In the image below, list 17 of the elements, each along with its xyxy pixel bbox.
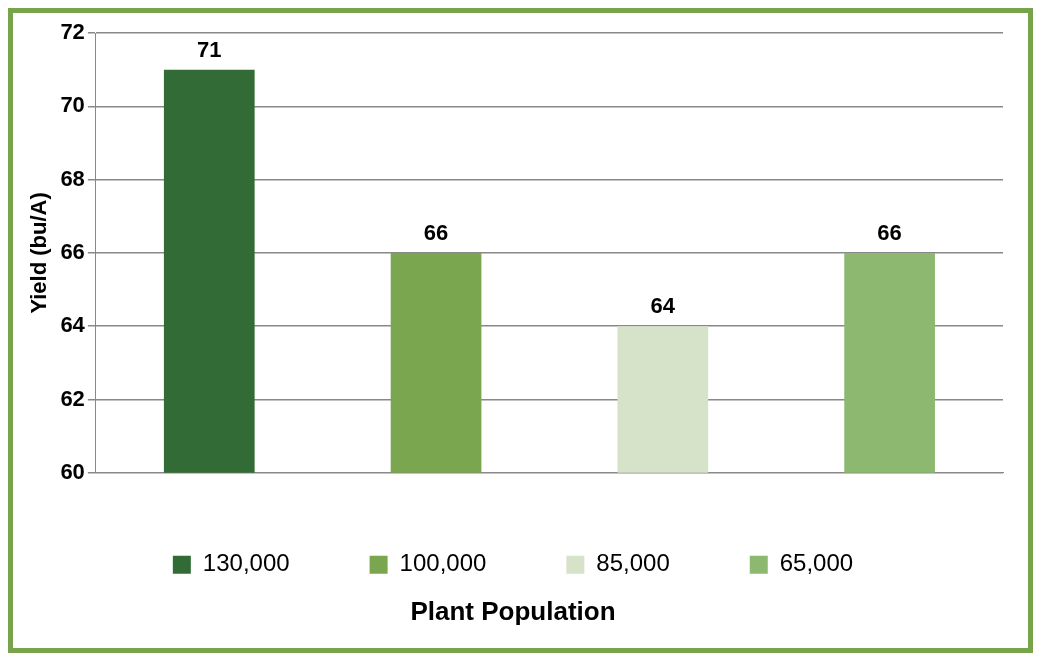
y-axis-title: Yield (bu/A) [26, 192, 52, 314]
data-label: 71 [197, 36, 222, 62]
legend-label: 85,000 [596, 549, 670, 577]
y-tick-label: 70 [60, 92, 85, 118]
y-tick-label: 68 [60, 165, 85, 191]
data-label: 66 [877, 219, 902, 245]
legend-label: 130,000 [202, 549, 290, 577]
y-tick-label: 72 [60, 19, 85, 45]
data-label: 66 [423, 219, 449, 245]
x-axis-title: Plant Population [410, 595, 616, 626]
y-tick-label: 60 [60, 458, 85, 484]
legend-label: 100,000 [399, 549, 487, 577]
y-tick-label: 64 [60, 312, 86, 338]
data-label: 64 [650, 293, 676, 319]
y-tick-label: 62 [60, 385, 85, 411]
legend-label: 65,000 [779, 549, 854, 577]
y-tick-label: 66 [60, 238, 85, 264]
